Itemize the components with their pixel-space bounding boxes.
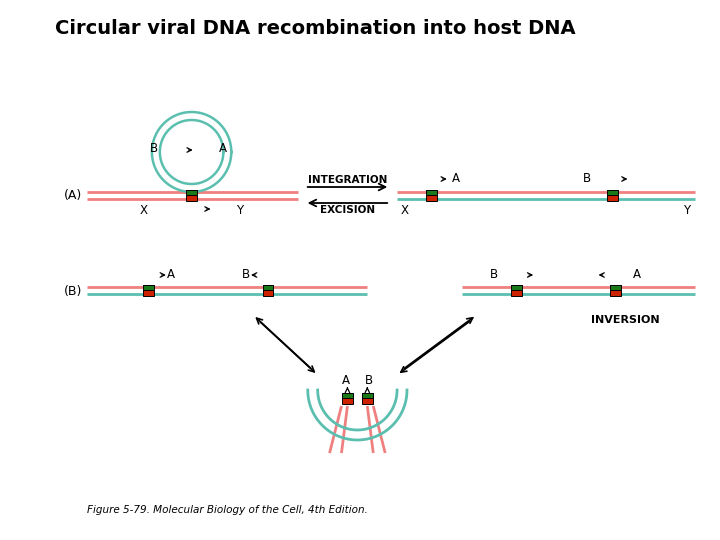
Bar: [362, 393, 373, 398]
Text: B: B: [365, 375, 374, 388]
Text: A: A: [451, 172, 459, 186]
Bar: [607, 190, 618, 195]
Text: Figure 5-79. Molecular Biology of the Cell, 4th Edition.: Figure 5-79. Molecular Biology of the Ce…: [87, 505, 368, 515]
Bar: [263, 285, 274, 295]
Bar: [186, 190, 197, 200]
Bar: [607, 190, 618, 200]
Bar: [510, 285, 522, 290]
Bar: [510, 285, 522, 295]
Bar: [342, 393, 353, 403]
Text: INVERSION: INVERSION: [591, 315, 660, 325]
Bar: [610, 285, 621, 295]
Text: INTEGRATION: INTEGRATION: [307, 175, 387, 185]
Text: B: B: [242, 268, 250, 281]
Text: EXCISION: EXCISION: [320, 205, 375, 215]
Bar: [342, 393, 353, 398]
Text: B: B: [150, 141, 158, 154]
Text: A: A: [167, 268, 175, 281]
Text: A: A: [220, 141, 228, 154]
Text: B: B: [582, 172, 590, 186]
Text: (B): (B): [64, 285, 82, 298]
Text: Circular viral DNA recombination into host DNA: Circular viral DNA recombination into ho…: [55, 18, 575, 37]
Text: X: X: [401, 205, 409, 218]
Text: X: X: [140, 205, 148, 218]
Bar: [610, 285, 621, 290]
Bar: [426, 190, 437, 195]
Bar: [143, 285, 154, 295]
Bar: [263, 285, 274, 290]
Bar: [186, 190, 197, 195]
Bar: [426, 190, 437, 200]
Text: A: A: [634, 268, 642, 281]
Bar: [362, 393, 373, 403]
Text: B: B: [490, 268, 498, 281]
Text: Y: Y: [683, 205, 690, 218]
Bar: [143, 285, 154, 290]
Text: Y: Y: [235, 205, 243, 218]
Text: (A): (A): [64, 190, 82, 202]
Text: A: A: [341, 375, 349, 388]
